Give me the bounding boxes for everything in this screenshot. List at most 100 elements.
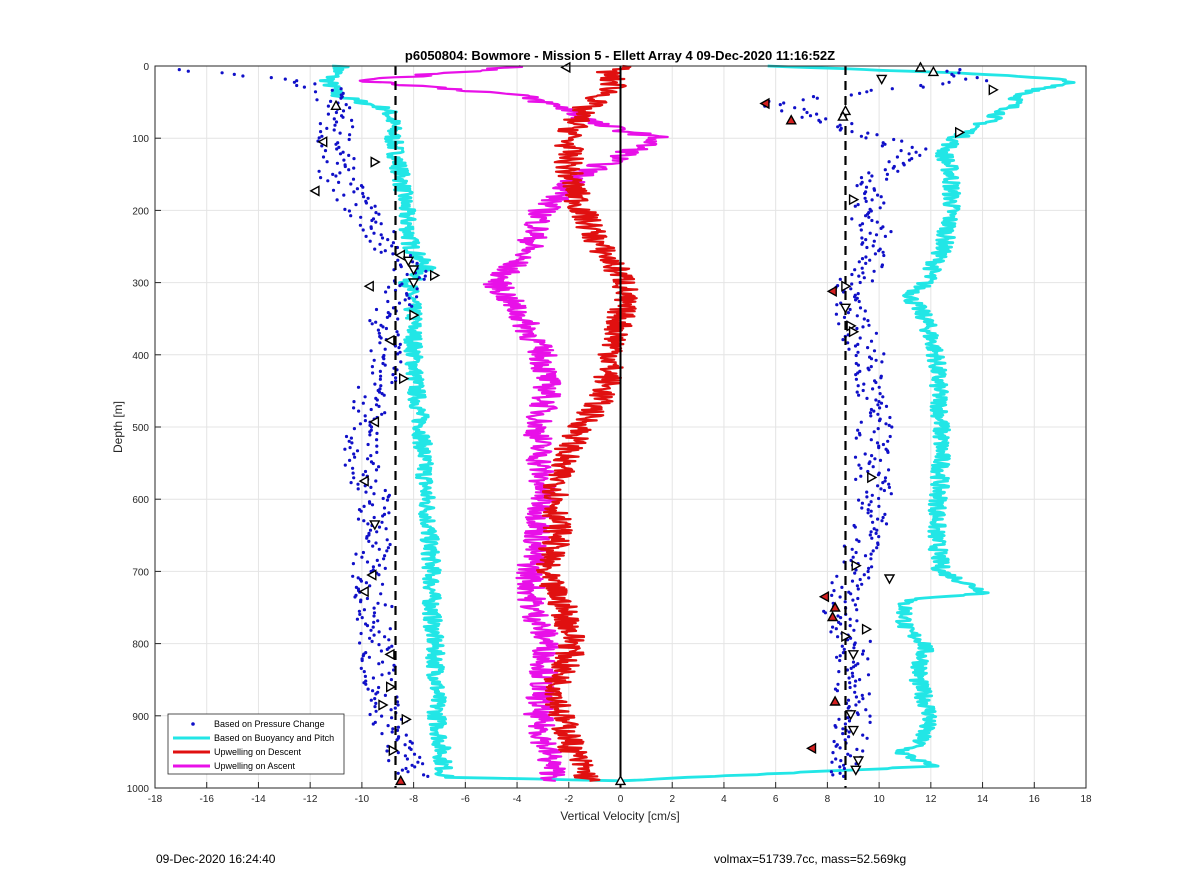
- pressure-point: [348, 133, 352, 137]
- pressure-point: [830, 760, 834, 764]
- pressure-point: [352, 476, 356, 480]
- pressure-point: [379, 250, 383, 254]
- pressure-point: [870, 218, 874, 223]
- pressure-point: [854, 679, 858, 683]
- pressure-point: [393, 706, 397, 710]
- pressure-point: [878, 458, 883, 462]
- pressure-point: [405, 757, 409, 761]
- pressure-point: [351, 466, 355, 470]
- pressure-point: [372, 492, 376, 496]
- pressure-point: [834, 725, 838, 729]
- pressure-point: [834, 627, 838, 631]
- pressure-point: [370, 503, 375, 507]
- pressure-point: [871, 465, 875, 469]
- pressure-point: [347, 209, 351, 213]
- y-tick-label: 100: [132, 134, 149, 145]
- pressure-point: [857, 393, 861, 397]
- pressure-point: [371, 625, 375, 629]
- pressure-point: [361, 473, 365, 477]
- pressure-point: [853, 603, 858, 607]
- pressure-point: [866, 319, 870, 323]
- pressure-point: [872, 430, 876, 434]
- pressure-point: [881, 442, 886, 447]
- pressure-point: [824, 117, 828, 121]
- pressure-point: [403, 298, 407, 302]
- pressure-point: [860, 242, 864, 246]
- pressure-point: [368, 584, 372, 588]
- pressure-point: [395, 738, 399, 742]
- pressure-point: [877, 249, 881, 253]
- pressure-point: [347, 137, 351, 142]
- pressure-point: [881, 481, 885, 485]
- pressure-point: [870, 454, 874, 458]
- pressure-point: [837, 670, 841, 674]
- y-tick-label: 300: [132, 279, 149, 290]
- pressure-point: [829, 770, 834, 774]
- pressure-point: [835, 689, 840, 693]
- pressure-point: [815, 96, 819, 100]
- pressure-point: [325, 126, 329, 130]
- triangle-marker: [850, 765, 862, 776]
- pressure-point: [398, 350, 402, 354]
- pressure-point: [349, 481, 353, 485]
- pressure-point: [387, 511, 391, 515]
- pressure-point: [870, 536, 874, 540]
- pressure-point: [855, 326, 859, 331]
- pressure-point: [317, 169, 321, 173]
- pressure-point: [808, 114, 813, 118]
- pressure-point: [854, 436, 858, 440]
- pressure-point: [848, 754, 853, 758]
- triangle-marker: [399, 372, 410, 385]
- pressure-point: [910, 145, 914, 149]
- pressure-point: [369, 425, 374, 429]
- triangle-marker: [955, 126, 966, 139]
- legend-label-ascent: Upwelling on Ascent: [214, 761, 296, 771]
- pressure-point: [377, 465, 381, 469]
- pressure-point: [838, 595, 842, 599]
- pressure-point: [353, 595, 357, 599]
- pressure-point: [375, 398, 379, 402]
- pressure-point: [857, 498, 861, 502]
- pressure-point: [372, 614, 376, 618]
- pressure-point: [859, 474, 863, 478]
- pressure-point: [381, 361, 385, 366]
- pressure-point: [856, 384, 860, 388]
- pressure-point: [406, 770, 410, 774]
- pressure-point: [315, 98, 319, 102]
- pressure-point: [374, 541, 378, 545]
- pressure-point: [351, 574, 355, 578]
- triangle-marker: [430, 269, 441, 282]
- pressure-point: [326, 112, 330, 116]
- pressure-point: [361, 228, 365, 232]
- pressure-point: [838, 746, 842, 750]
- pressure-point: [379, 374, 383, 378]
- pressure-point: [854, 477, 858, 481]
- pressure-point: [371, 676, 375, 680]
- pressure-point: [868, 258, 872, 262]
- pressure-point: [856, 596, 860, 601]
- pressure-point: [863, 554, 868, 558]
- pressure-point: [859, 182, 863, 186]
- pressure-point: [883, 479, 887, 483]
- pressure-point: [372, 633, 376, 637]
- x-tick-label: 6: [773, 794, 779, 805]
- y-tick-label: 400: [132, 351, 149, 362]
- pressure-point: [856, 350, 860, 354]
- pressure-point: [292, 80, 296, 84]
- triangle-marker: [395, 774, 407, 786]
- pressure-point: [337, 180, 341, 184]
- pressure-point: [380, 412, 384, 416]
- pressure-point: [338, 171, 342, 175]
- pressure-point: [409, 747, 413, 752]
- pressure-point: [850, 282, 854, 286]
- pressure-point: [865, 490, 869, 494]
- triangle-marker: [330, 99, 342, 111]
- pressure-point: [859, 176, 864, 180]
- pressure-point: [321, 155, 326, 159]
- series-layer: [177, 64, 1076, 783]
- pressure-point: [850, 130, 854, 134]
- pressure-point: [335, 161, 339, 165]
- pressure-point: [396, 317, 400, 321]
- pressure-point: [885, 177, 889, 181]
- pressure-point: [356, 576, 360, 580]
